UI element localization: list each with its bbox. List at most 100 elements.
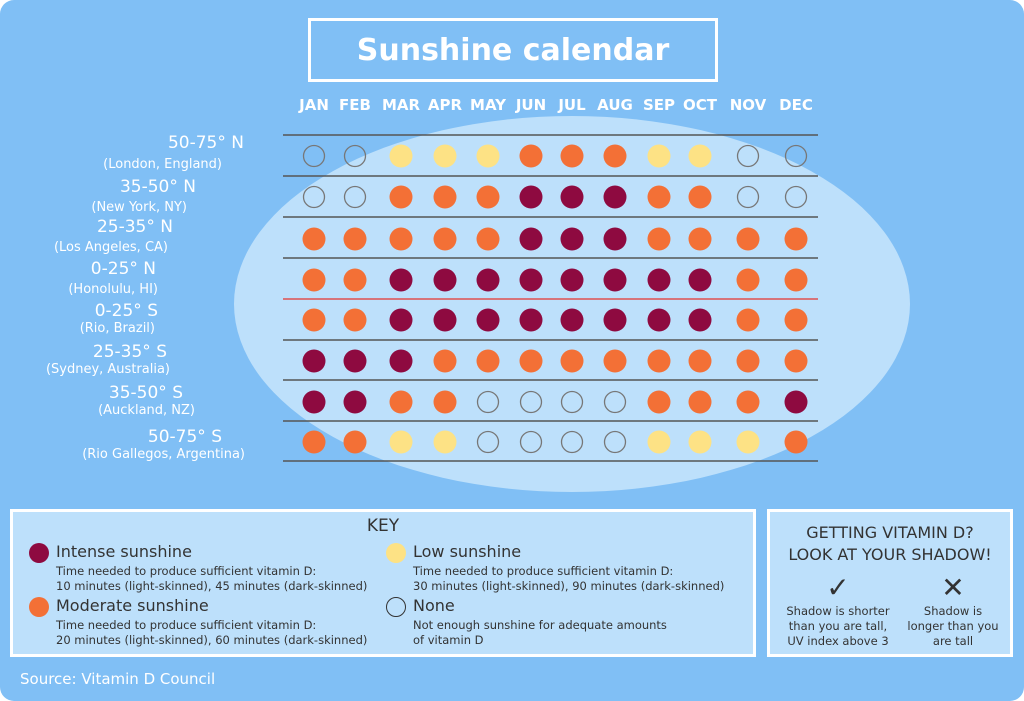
dot-intense	[603, 227, 627, 251]
key-desc-line: of vitamin D	[413, 633, 484, 647]
dot-intense	[519, 185, 543, 209]
dot-moderate	[302, 268, 326, 292]
dot-intense	[519, 268, 543, 292]
latitude-band-label: 35-50° S	[108, 383, 183, 403]
key-desc-line: 30 minutes (light-skinned), 90 minutes (…	[413, 579, 725, 593]
dot-moderate	[343, 227, 367, 251]
dot-moderate	[736, 349, 760, 373]
latitude-band: 25-35° N	[97, 217, 173, 237]
dot-moderate	[476, 227, 500, 251]
dot-moderate	[784, 227, 808, 251]
latitude-band-label: 0-25° S	[94, 301, 158, 321]
dot-moderate	[688, 185, 712, 209]
shadow-box: GETTING VITAMIN D? LOOK AT YOUR SHADOW! ✓…	[767, 509, 1013, 657]
example-city-label: (London, England)	[103, 157, 222, 172]
dot-moderate	[343, 308, 367, 332]
dot-none	[476, 430, 500, 454]
dot-low	[433, 144, 457, 168]
dot-intense	[688, 268, 712, 292]
dot-intense	[784, 390, 808, 414]
key-box: KEY Intense sunshine Time needed to prod…	[10, 509, 756, 657]
dot-none	[343, 144, 367, 168]
dot-none	[560, 390, 584, 414]
month-label: MAR	[381, 96, 421, 114]
dot-moderate	[302, 308, 326, 332]
month-label: APR	[427, 96, 463, 114]
dot-moderate	[688, 390, 712, 414]
low-dot-icon	[386, 543, 406, 563]
example-city-label: (Los Angeles, CA)	[53, 240, 168, 255]
latitude-band-label: 25-35° S	[92, 342, 167, 362]
dot-moderate	[736, 308, 760, 332]
dot-intense	[343, 349, 367, 373]
dot-moderate	[433, 227, 457, 251]
shadow-title: GETTING VITAMIN D? LOOK AT YOUR SHADOW!	[770, 522, 1010, 566]
example-city: (Rio, Brazil)	[80, 317, 155, 336]
dot-moderate	[433, 185, 457, 209]
dot-none	[603, 430, 627, 454]
dot-intense	[603, 308, 627, 332]
latitude-band: 0-25° S	[95, 301, 158, 321]
dot-intense	[343, 390, 367, 414]
dot-moderate	[433, 390, 457, 414]
dot-none	[736, 185, 760, 209]
latitude-band-label: 0-25° N	[90, 259, 156, 279]
dot-intense	[519, 227, 543, 251]
key-desc-line: Time needed to produce sufficient vitami…	[56, 564, 317, 578]
key-desc: Not enough sunshine for adequate amounts…	[413, 618, 667, 648]
latitude-band: 25-35° S	[93, 342, 167, 362]
dot-moderate	[647, 227, 671, 251]
cross-icon: ✕	[941, 571, 965, 604]
dot-low	[389, 430, 413, 454]
dot-none	[603, 390, 627, 414]
dot-moderate	[784, 308, 808, 332]
example-city-label: (Honolulu, HI)	[68, 282, 158, 297]
dot-low	[476, 144, 500, 168]
dot-intense	[433, 268, 457, 292]
example-city: (Honolulu, HI)	[68, 278, 158, 297]
dot-moderate	[519, 349, 543, 373]
none-dot-icon	[386, 597, 406, 617]
key-label: Intense sunshine	[56, 542, 192, 561]
dot-none	[302, 185, 326, 209]
shadow-text: than you are tall,	[788, 619, 888, 633]
shadow-text: Shadow is	[923, 604, 983, 618]
key-desc-line: 10 minutes (light-skinned), 45 minutes (…	[56, 579, 368, 593]
shadow-text: are tall	[932, 634, 974, 648]
dot-moderate	[560, 349, 584, 373]
dot-moderate	[736, 390, 760, 414]
latitude-band: 0-25° N	[91, 259, 156, 279]
dot-moderate	[736, 227, 760, 251]
dot-none	[476, 390, 500, 414]
dot-moderate	[647, 185, 671, 209]
shadow-title-line: GETTING VITAMIN D?	[806, 523, 974, 542]
dot-moderate	[784, 268, 808, 292]
month-label: MAY	[470, 96, 506, 114]
dot-moderate	[784, 349, 808, 373]
dot-low	[647, 430, 671, 454]
dot-intense	[476, 268, 500, 292]
dot-moderate	[736, 268, 760, 292]
dot-none	[302, 144, 326, 168]
dot-moderate	[389, 185, 413, 209]
latitude-band: 35-50° S	[109, 383, 183, 403]
dot-intense	[647, 268, 671, 292]
dot-none	[560, 430, 584, 454]
dot-moderate	[519, 144, 543, 168]
dot-low	[389, 144, 413, 168]
world-map-background	[234, 116, 910, 492]
latitude-band: 50-75° N	[168, 133, 244, 153]
dot-low	[433, 430, 457, 454]
dot-intense	[302, 349, 326, 373]
dot-moderate	[343, 430, 367, 454]
shadow-shorter: ✓ Shadow is shorter than you are tall, U…	[778, 572, 898, 649]
dot-intense	[688, 308, 712, 332]
shadow-text: Shadow is shorter	[786, 604, 890, 618]
latitude-band: 35-50° N	[120, 177, 196, 197]
latitude-band: 50-75° S	[148, 427, 222, 447]
example-city-label: (Auckland, NZ)	[98, 403, 195, 418]
moderate-dot-icon	[29, 597, 49, 617]
dot-moderate	[560, 144, 584, 168]
dot-moderate	[603, 144, 627, 168]
